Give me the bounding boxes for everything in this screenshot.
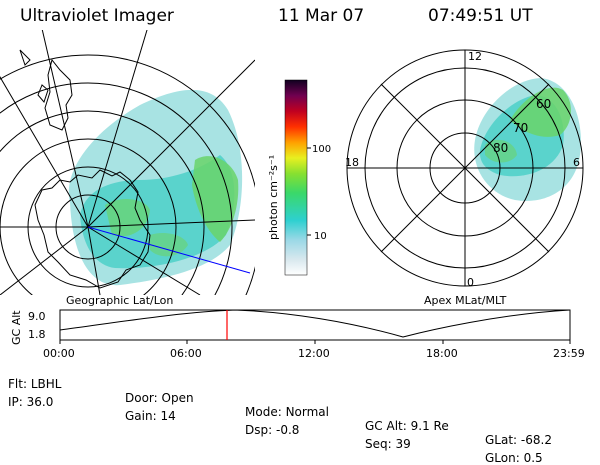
left-map-label: Geographic Lat/Lon: [66, 294, 174, 307]
apex-mlat-mlt-map: 12 18 6 0 60 70 80: [345, 49, 584, 289]
mlt-label-0: 0: [467, 276, 474, 289]
x-tick-1800: 18:00: [426, 347, 458, 360]
geographic-map: [0, 30, 255, 295]
mlt-label-18: 18: [345, 156, 359, 169]
dsp-field: Dsp: -0.8: [245, 423, 300, 437]
info-row-2: IP: 36.0 Gain: 14 Dsp: -0.8 Seq: 39 GLon…: [8, 381, 600, 465]
mlat-label-80: 80: [493, 141, 508, 155]
seq-field: Seq: 39: [365, 437, 411, 451]
aurora-emission-left: [68, 89, 243, 286]
mlat-label-70: 70: [513, 121, 528, 135]
right-map-label: Apex MLat/MLT: [424, 294, 507, 307]
x-tick-2359: 23:59: [553, 347, 585, 360]
aurora-emission-right: [474, 78, 581, 201]
altitude-panel: GC Alt 9.0 1.8 00:00 06:00 12:00 18:00 2…: [10, 309, 585, 360]
orbit-track: [87, 226, 251, 274]
y-tick-9: 9.0: [28, 310, 46, 323]
date-label: 11 Mar 07: [278, 6, 365, 26]
info-row-1: Flt: LBHL Door: Open Mode: Normal GC Alt…: [8, 363, 600, 447]
mlt-label-6: 6: [573, 156, 580, 169]
y-axis-label: GC Alt: [10, 310, 23, 345]
x-tick-0600: 06:00: [170, 347, 202, 360]
glon-field: GLon: 0.5: [485, 451, 543, 465]
instrument-title: Ultraviolet Imager: [20, 6, 174, 26]
mode-field: Mode: Normal: [245, 405, 329, 419]
gc-alt-field: GC Alt: 9.1 Re: [365, 419, 449, 433]
color-bar: 100 10 photon cm⁻²s⁻¹: [267, 79, 331, 276]
ip-field: IP: 36.0: [8, 395, 54, 409]
flt-field: Flt: LBHL: [8, 377, 62, 391]
x-tick-0000: 00:00: [43, 347, 75, 360]
y-tick-1-8: 1.8: [28, 328, 46, 341]
x-tick-1200: 12:00: [298, 347, 330, 360]
colorbar-unit-label: photon cm⁻²s⁻¹: [267, 155, 280, 240]
colorbar-tick-100: 100: [312, 144, 331, 155]
mlt-label-12: 12: [468, 50, 482, 63]
mlat-label-60: 60: [536, 97, 551, 111]
gain-field: Gain: 14: [125, 409, 176, 423]
time-label: 07:49:51 UT: [428, 6, 533, 26]
altitude-curve: [59, 309, 571, 338]
colorbar-tick-10: 10: [314, 231, 327, 242]
glat-field: GLat: -68.2: [485, 433, 552, 447]
